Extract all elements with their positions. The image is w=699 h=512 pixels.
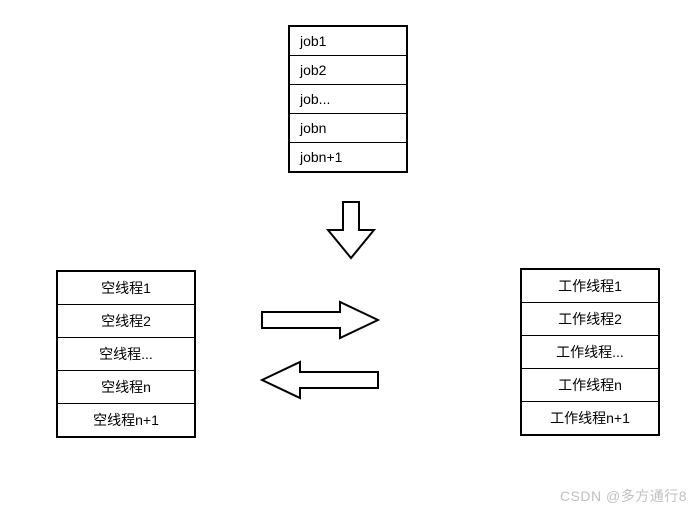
idle-item: 空线程... bbox=[58, 338, 194, 371]
work-item: 工作线程n bbox=[522, 369, 658, 402]
arrow-down-icon bbox=[326, 200, 376, 260]
jobs-item: jobn bbox=[290, 114, 406, 143]
idle-item: 空线程n bbox=[58, 371, 194, 404]
jobs-box: job1 job2 job... jobn jobn+1 bbox=[288, 25, 408, 173]
arrow-right-icon bbox=[260, 300, 380, 340]
watermark-text: CSDN @多方通行8 bbox=[560, 486, 687, 506]
work-threads-box: 工作线程1 工作线程2 工作线程... 工作线程n 工作线程n+1 bbox=[520, 268, 660, 436]
idle-item: 空线程n+1 bbox=[58, 404, 194, 436]
work-item: 工作线程... bbox=[522, 336, 658, 369]
work-item: 工作线程1 bbox=[522, 270, 658, 303]
idle-item: 空线程2 bbox=[58, 305, 194, 338]
jobs-item: jobn+1 bbox=[290, 143, 406, 171]
work-item: 工作线程2 bbox=[522, 303, 658, 336]
jobs-item: job2 bbox=[290, 56, 406, 85]
jobs-item: job1 bbox=[290, 27, 406, 56]
work-item: 工作线程n+1 bbox=[522, 402, 658, 434]
idle-item: 空线程1 bbox=[58, 272, 194, 305]
arrow-left-icon bbox=[260, 360, 380, 400]
jobs-item: job... bbox=[290, 85, 406, 114]
idle-threads-box: 空线程1 空线程2 空线程... 空线程n 空线程n+1 bbox=[56, 270, 196, 438]
